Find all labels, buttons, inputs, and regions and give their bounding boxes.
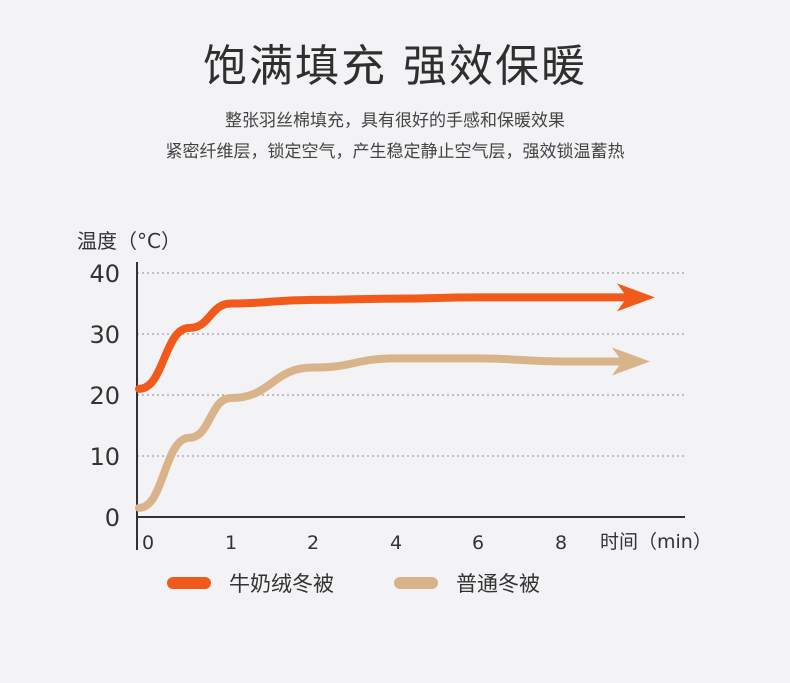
x-axis-label: 时间（min）: [600, 531, 712, 553]
legend-label-2: 普通冬被: [456, 572, 540, 596]
y-tick-label-0: 0: [105, 504, 120, 532]
series-line-2: [135, 354, 624, 512]
subtitle-line-2: 紧密纤维层，锁定空气，产生稳定静止空气层，强效锁温蓄热: [165, 142, 625, 162]
y-tick-label-10: 10: [89, 443, 120, 471]
page-title: 饱满填充 强效保暖: [203, 41, 587, 92]
x-tick-label-8: 8: [555, 532, 567, 554]
y-axis-label: 温度（°C）: [77, 229, 181, 253]
subtitle-line-1: 整张羽丝棉填充，具有很好的手感和保暖效果: [225, 111, 565, 131]
y-tick-label-30: 30: [89, 321, 120, 349]
series-arrowhead-2: [612, 347, 650, 376]
y-tick-label-40: 40: [89, 260, 120, 288]
x-tick-label-4: 4: [390, 532, 402, 554]
x-tick-label-6: 6: [472, 532, 484, 554]
series-line-1: [135, 293, 629, 393]
x-tick-label-2: 2: [307, 532, 319, 554]
legend-label-1: 牛奶绒冬被: [229, 572, 334, 596]
series-arrowhead-1: [617, 283, 655, 312]
x-tick-label-1: 1: [225, 532, 237, 554]
x-tick-label-0: 0: [142, 532, 154, 554]
y-tick-label-20: 20: [89, 382, 120, 410]
